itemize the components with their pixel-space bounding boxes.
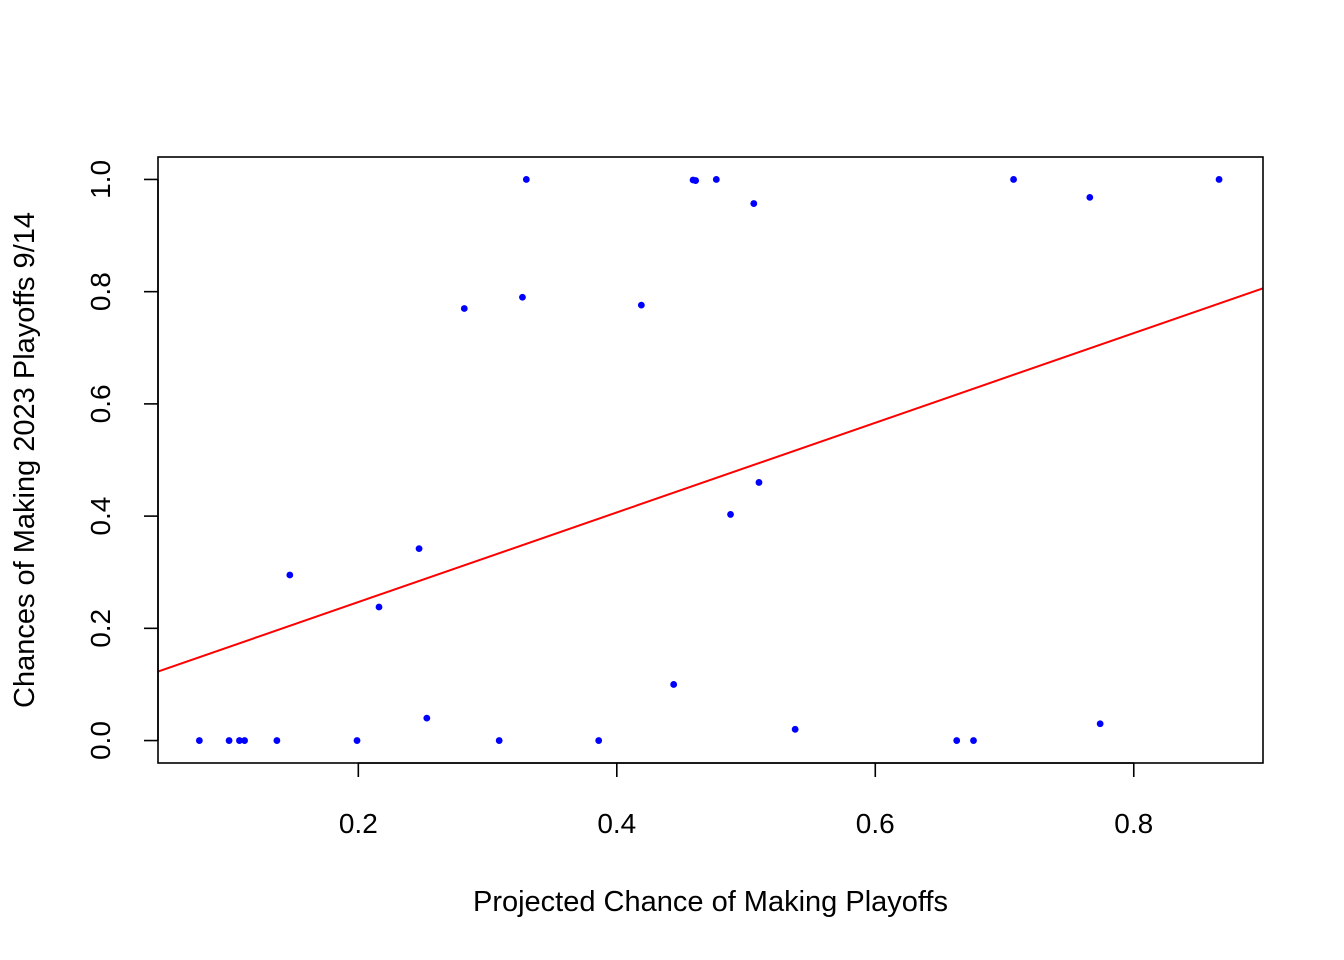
y-tick-label: 0.4 <box>85 497 116 536</box>
data-point <box>637 301 645 309</box>
data-point <box>415 545 423 553</box>
x-tick-label: 0.2 <box>339 808 378 839</box>
data-point <box>953 737 961 744</box>
data-point <box>692 177 700 184</box>
data-point <box>195 737 203 744</box>
regression-line-layer <box>158 287 1263 673</box>
data-point <box>495 737 503 744</box>
data-point <box>236 737 243 744</box>
x-tick-label: 0.8 <box>1114 808 1153 839</box>
data-point <box>595 737 603 744</box>
x-axis-label: Projected Chance of Making Playoffs <box>473 886 948 918</box>
data-point <box>1096 720 1104 728</box>
x-axis: 0.2 0.4 0.6 0.8 <box>339 762 1153 839</box>
data-point <box>241 737 248 744</box>
data-point <box>423 714 431 722</box>
data-point <box>727 511 734 518</box>
data-point <box>273 737 281 744</box>
data-point <box>375 603 383 611</box>
data-point <box>670 681 678 688</box>
y-tick-label: 1.0 <box>85 160 116 199</box>
y-axis-label: Chances of Making 2023 Playoffs 9/14 <box>9 212 41 708</box>
data-point <box>522 176 530 183</box>
data-point <box>225 737 233 744</box>
data-point <box>1086 194 1094 201</box>
x-tick-label: 0.4 <box>597 808 636 839</box>
data-point <box>712 176 720 183</box>
y-tick-label: 0.0 <box>85 721 116 760</box>
y-tick-label: 0.2 <box>85 609 116 648</box>
data-point <box>1010 176 1017 183</box>
data-point <box>750 200 758 207</box>
data-point <box>353 737 361 744</box>
data-point <box>286 571 294 579</box>
y-tick-label: 0.8 <box>85 272 116 311</box>
y-axis: 0.0 0.2 0.4 0.6 0.8 1.0 <box>85 160 159 760</box>
data-point <box>970 737 977 744</box>
data-point <box>755 479 763 486</box>
x-tick-label: 0.6 <box>856 808 895 839</box>
data-point <box>460 305 468 312</box>
regression-line <box>158 287 1263 673</box>
data-points-layer <box>195 176 1223 744</box>
data-point <box>519 293 526 301</box>
y-tick-label: 0.6 <box>85 384 116 423</box>
data-point <box>791 725 799 733</box>
data-point <box>1215 176 1223 183</box>
